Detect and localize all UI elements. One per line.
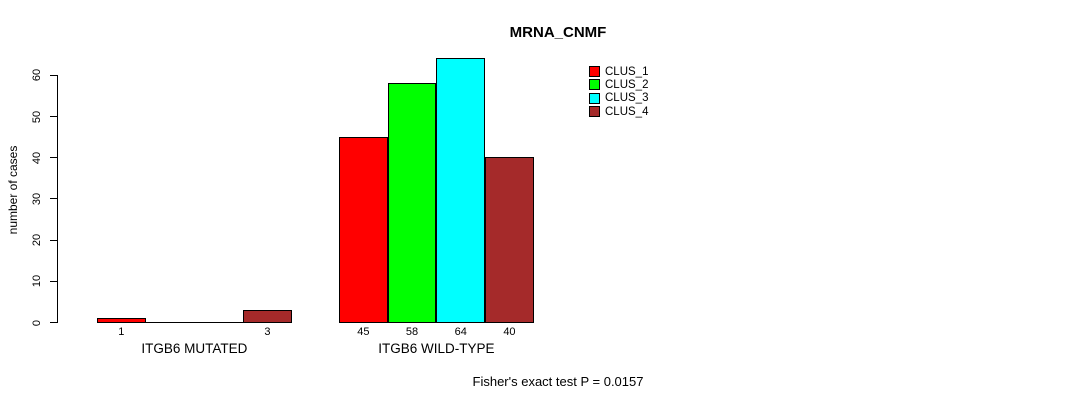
legend-swatch-icon	[589, 106, 600, 118]
bar-clus_2-group2	[387, 83, 437, 323]
y-tick-label: 20	[31, 233, 43, 247]
y-tick-label: 50	[31, 110, 43, 123]
legend-swatch-icon	[589, 79, 600, 91]
y-tick-label: 10	[31, 275, 43, 288]
legend-label: CLUS_4	[605, 105, 649, 118]
bar-value-label: 1	[118, 326, 125, 338]
chart-title: MRNA_CNMF	[509, 24, 607, 41]
y-tick-label: 60	[31, 69, 43, 82]
y-tick-mark	[50, 157, 57, 159]
legend-swatch-icon	[589, 66, 600, 78]
y-tick-mark	[50, 74, 57, 76]
bar-value-label: 40	[503, 326, 516, 338]
y-axis-line	[57, 74, 58, 323]
bar-clus_4-group2	[485, 157, 534, 323]
legend-label: CLUS_2	[605, 78, 649, 91]
legend-swatch-icon	[589, 92, 600, 104]
legend-row-clus_2: CLUS_2	[589, 78, 648, 91]
bar-value-label: 58	[405, 326, 419, 338]
y-tick-mark	[50, 116, 57, 117]
bar-value-label: 3	[264, 326, 271, 338]
legend-row-clus_3: CLUS_3	[589, 92, 648, 105]
legend-row-clus_4: CLUS_4	[589, 105, 648, 118]
y-tick-label: 0	[31, 319, 43, 326]
y-tick-mark	[50, 198, 57, 200]
y-tick-mark	[50, 239, 57, 241]
y-tick-label: 40	[31, 151, 43, 164]
bar-clus_1-group1	[97, 317, 146, 323]
legend-label: CLUS_1	[605, 65, 649, 78]
bar-clus_3-group2	[436, 58, 486, 323]
legend: CLUS_1 CLUS_2 CLUS_3 CLUS_4	[589, 65, 648, 118]
bar-value-label: 64	[454, 326, 467, 338]
group-baseline	[97, 322, 292, 323]
bar-value-label: 45	[357, 326, 370, 338]
y-tick-label: 30	[31, 192, 43, 206]
group-label: ITGB6 MUTATED	[141, 341, 248, 356]
bar-clus_4-group1	[243, 309, 292, 323]
group-label: ITGB6 WILD-TYPE	[378, 341, 495, 356]
bar-clus_1-group2	[339, 136, 388, 323]
annotation-text: Fisher's exact test P = 0.0157	[472, 374, 644, 389]
legend-label: CLUS_3	[605, 92, 649, 105]
y-tick-mark	[50, 322, 57, 323]
legend-row-clus_1: CLUS_1	[589, 65, 648, 78]
y-tick-mark	[50, 280, 57, 282]
